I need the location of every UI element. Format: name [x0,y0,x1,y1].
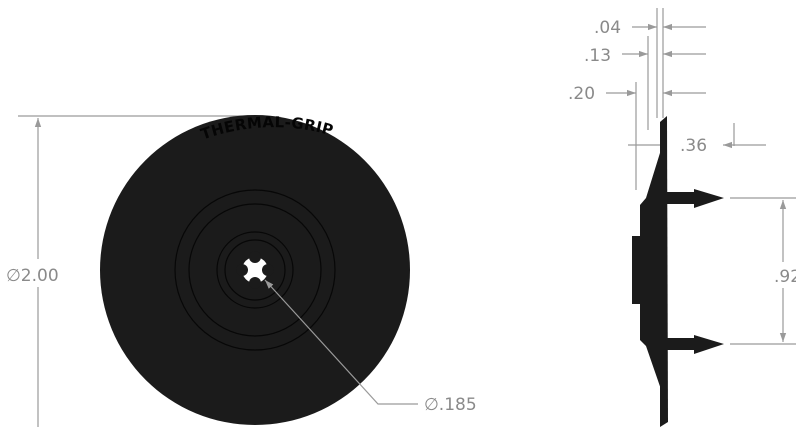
hub-cap [632,236,640,304]
dim-label-92-bg [770,262,796,288]
upper-spike [666,189,724,208]
lower-spike-tip [694,335,724,354]
diameter-label: ∅2.00 [6,266,59,286]
dim-label-20: .20 [568,84,595,104]
hub-ring-outer [216,231,294,309]
hub-body [640,140,664,398]
dim-label-13: .13 [584,46,611,66]
hole-label: ∅.185 [424,395,477,415]
upper-spike-tip [694,189,724,208]
upper-spike-shaft [666,192,696,204]
lower-spike [666,335,724,354]
hole-leader-line [264,279,418,405]
dim-label-92: .92 [774,267,796,287]
hub-ring-inner [224,239,286,301]
dim-label-36: .36 [680,136,707,156]
side-view: .04 .13 .20 .36 .92 [568,8,796,427]
lower-spike-shaft [666,338,696,350]
front-view: ∅2.00 THERMAL-GRIP ∅.185 [4,113,477,427]
washer-profile [632,116,668,427]
outer-ring [174,189,336,351]
center-hole [236,251,274,289]
diameter-label-bg [4,259,74,287]
dim-label-04: .04 [594,18,621,38]
middle-ring [188,203,322,337]
